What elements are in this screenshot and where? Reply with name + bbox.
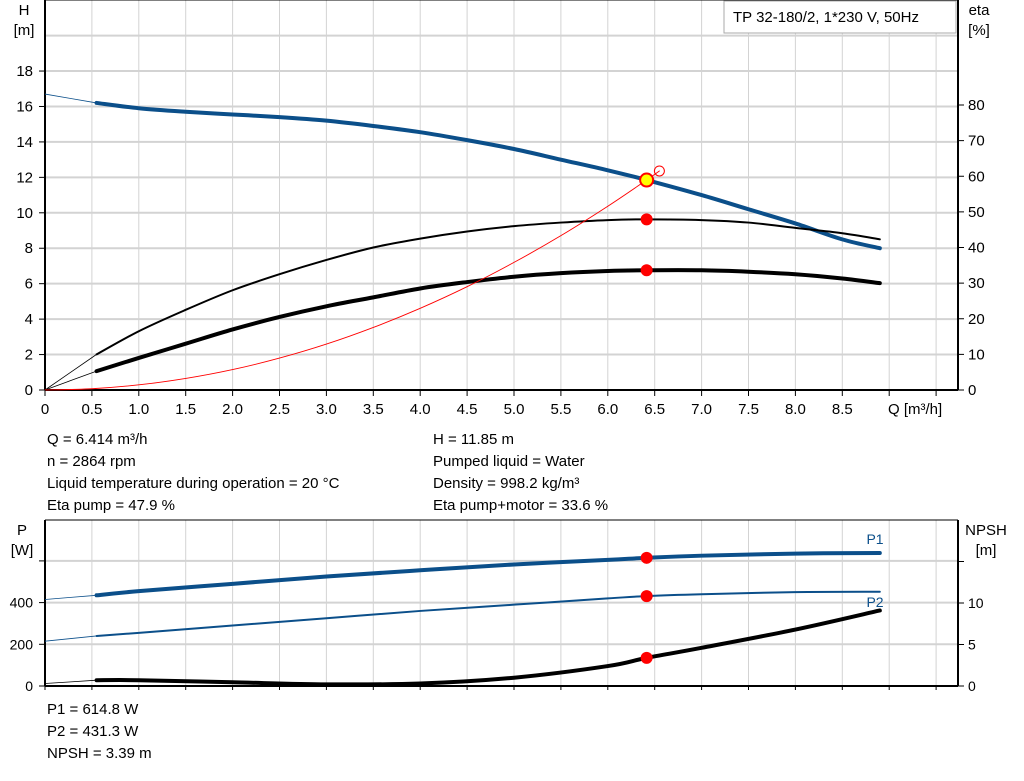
legend-box [723,0,957,34]
p1-readout: P1 = 614.8 W [47,701,139,718]
operating-point-marker [640,651,653,664]
y2-axis-label: NPSH [965,522,1007,539]
y2-tick-label: 50 [968,204,985,221]
x-tick-label: 1.5 [175,401,196,418]
operating-point-marker [640,264,653,277]
p1-series-label: P1 [866,531,883,547]
x-tick-label: 2.0 [222,401,243,418]
duty-point-marker [639,172,655,188]
npsh-readout: NPSH = 3.39 m [47,745,152,762]
x-tick-label: 4.0 [410,401,431,418]
operating-info-left: Q = 6.414 m³/h n = 2864 rpm Liquid tempe… [47,429,339,517]
operating-point-marker [640,213,653,226]
y-tick-label: 12 [16,169,33,186]
p2-series-label: P2 [866,594,883,610]
x-tick-label: 2.5 [269,401,290,418]
curve-extension [44,635,97,642]
x-tick-label: 0 [41,401,49,418]
power-info: P1 = 614.8 W P2 = 431.3 W NPSH = 3.39 m [47,699,152,765]
liquid-readout: Pumped liquid = Water [433,453,585,470]
y-tick-label: 10 [16,205,33,222]
y2-tick-label: 40 [968,240,985,257]
y2-tick-label: 10 [968,346,985,363]
eta-motor-readout: Eta pump+motor = 33.6 % [433,497,609,514]
npsh-curve [94,608,882,687]
x-tick-label: 7.5 [738,401,759,418]
y-tick-label: 18 [16,63,33,80]
eta-pump-curve [95,218,881,356]
p2-curve [95,590,881,637]
p2-readout: P2 = 431.3 W [47,723,139,740]
x-tick-label: 5.5 [550,401,571,418]
open-point-marker [653,165,665,177]
x-axis-label: Q [m³/h] [888,401,942,418]
operating-point-marker [640,551,653,564]
density-readout: Density = 998.2 kg/m³ [433,475,580,492]
x-tick-label: 3.0 [316,401,337,418]
curve-extension [44,594,97,600]
x-tick-label: 4.5 [457,401,478,418]
x-tick-label: 3.5 [363,401,384,418]
y-axis-unit: [W] [11,542,34,559]
y-tick-label: 6 [25,276,33,293]
y2-tick-label: 10 [968,595,984,611]
y-tick-label: 0 [25,382,33,399]
system-curve [44,170,660,391]
x-tick-label: 8.0 [785,401,806,418]
y-tick-label: 4 [25,311,33,328]
y-axis-label: P [17,522,27,539]
y2-tick-label: 30 [968,275,985,292]
x-tick-label: 6.0 [597,401,618,418]
eta-pump-readout: Eta pump = 47.9 % [47,497,175,514]
x-tick-label: 8.5 [832,401,853,418]
curve-extension [44,93,97,104]
y2-tick-label: 70 [968,133,985,150]
y2-tick-label: 60 [968,168,985,185]
y-tick-label: 2 [25,347,33,364]
operating-info-right: H = 11.85 m Pumped liquid = Water Densit… [433,429,608,517]
y2-tick-label: 5 [968,637,976,653]
y-tick-label: 14 [16,134,33,151]
y-tick-label: 16 [16,98,33,115]
y2-tick-label: 80 [968,97,985,114]
y-tick-label: 8 [25,240,33,257]
curve-extension [44,679,97,684]
x-tick-label: 0.5 [81,401,102,418]
y2-tick-label: 0 [968,678,976,694]
y2-axis-unit: [%] [968,22,990,39]
head-readout: H = 11.85 m [433,431,515,448]
y2-tick-label: 20 [968,311,985,328]
legend-title: TP 32-180/2, 1*230 V, 50Hz [733,9,919,26]
x-tick-label: 6.5 [644,401,665,418]
speed-readout: n = 2864 rpm [47,453,136,470]
curve-extension [44,370,97,391]
temperature-readout: Liquid temperature during operation = 20… [47,475,340,492]
x-tick-label: 7.0 [691,401,712,418]
operating-point-marker [640,590,653,603]
head-curve [94,100,882,251]
y-tick-label: 400 [10,595,34,611]
y2-tick-label: 0 [968,382,976,399]
x-tick-label: 1.0 [128,401,149,418]
y-axis-label: H [19,2,30,19]
flow-readout: Q = 6.414 m³/h [47,431,148,448]
p1-curve [94,550,882,598]
x-tick-label: 5.0 [504,401,525,418]
y-tick-label: 200 [10,636,34,652]
y2-axis-unit: [m] [976,542,997,559]
y2-axis-label: eta [969,2,991,19]
curve-extension [44,354,97,391]
eta-pump-motor-curve [94,268,882,374]
y-tick-label: 0 [25,678,33,694]
y-axis-unit: [m] [14,22,35,39]
